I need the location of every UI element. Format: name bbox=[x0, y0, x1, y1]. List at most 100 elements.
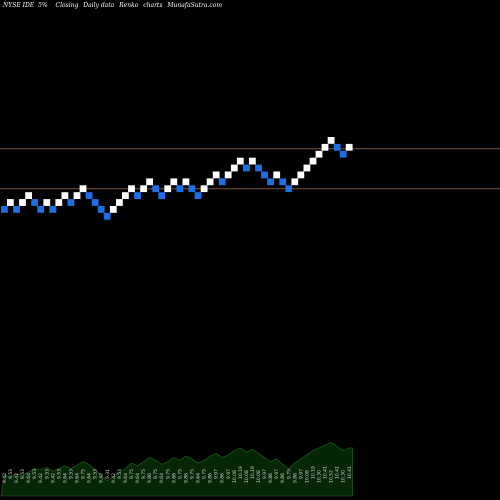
renko-brick-up bbox=[230, 164, 238, 172]
value-label: 9.53 bbox=[93, 469, 99, 479]
value-label: 9.75 bbox=[129, 469, 135, 479]
value-label: 10.19 bbox=[310, 466, 316, 479]
value-label: 9.53 bbox=[117, 469, 123, 479]
renko-brick-down bbox=[285, 185, 293, 193]
value-label: 9.42 bbox=[38, 473, 44, 483]
value-label: 9.53 bbox=[32, 469, 38, 479]
value-label: 9.86 bbox=[292, 473, 298, 483]
value-label: 10.19 bbox=[238, 466, 244, 479]
renko-brick-down bbox=[158, 192, 166, 199]
value-label: 9.53 bbox=[20, 469, 26, 479]
value-label: 10.41 bbox=[323, 466, 329, 479]
value-label: 10.08 bbox=[232, 470, 238, 483]
renko-brick-down bbox=[279, 178, 287, 186]
volume-area-shape bbox=[0, 442, 353, 497]
value-label: 9.75 bbox=[141, 469, 147, 479]
renko-brick-up bbox=[327, 137, 335, 144]
renko-brick-up bbox=[25, 192, 32, 199]
renko-brick-up bbox=[182, 178, 190, 186]
value-label: 9.31 bbox=[105, 469, 111, 479]
renko-brick-down bbox=[103, 212, 111, 220]
value-label: 10.08 bbox=[304, 470, 310, 483]
value-label: 9.86 bbox=[220, 473, 226, 483]
value-label: 9.86 bbox=[280, 473, 286, 483]
renko-brick-down bbox=[49, 206, 57, 213]
renko-brick-up bbox=[128, 185, 135, 193]
renko-brick-up bbox=[146, 178, 153, 186]
header-change: 5% bbox=[38, 2, 48, 9]
renko-brick-up bbox=[200, 185, 208, 193]
renko-brick-down bbox=[333, 143, 341, 151]
value-label: 9.75 bbox=[165, 469, 171, 479]
renko-brick-down bbox=[188, 185, 196, 193]
renko-brick-down bbox=[134, 192, 141, 199]
value-label: 9.86 bbox=[147, 473, 153, 483]
renko-brick-down bbox=[339, 150, 347, 158]
renko-brick-up bbox=[79, 185, 87, 193]
renko-brick-up bbox=[303, 164, 311, 172]
value-label: 10.52 bbox=[329, 470, 335, 483]
value-label: 9.64 bbox=[87, 473, 93, 483]
value-label: 9.75 bbox=[202, 469, 208, 479]
renko-brick-up bbox=[206, 178, 214, 186]
value-label: 9.42 bbox=[14, 473, 20, 483]
renko-brick-down bbox=[31, 199, 39, 206]
value-label: 9.42 bbox=[50, 473, 56, 483]
value-label: 10.08 bbox=[244, 470, 250, 483]
renko-brick-up bbox=[109, 206, 117, 213]
value-labels: 9.42 9.53 9.42 9.53 9.64 9.53 9.42 9.53 9.42 9.53… bbox=[2, 466, 353, 483]
value-label: 9.97 bbox=[214, 469, 220, 479]
renko-brick-down bbox=[255, 164, 262, 172]
value-label: 9.64 bbox=[159, 473, 165, 483]
renko-brick-up bbox=[291, 178, 299, 186]
value-label: 9.86 bbox=[183, 473, 189, 483]
value-label: 9.75 bbox=[189, 469, 195, 479]
renko-brick-down bbox=[91, 199, 99, 206]
renko-brick-up bbox=[309, 157, 317, 165]
renko-brick-up bbox=[212, 171, 220, 179]
renko-brick-up bbox=[170, 178, 178, 186]
renko-brick-down bbox=[243, 164, 250, 172]
value-label: 9.64 bbox=[62, 473, 68, 483]
value-label: 9.75 bbox=[81, 469, 87, 479]
renko-brick-up bbox=[164, 185, 172, 193]
value-label: 10.08 bbox=[256, 470, 262, 483]
level-lines bbox=[0, 148, 500, 190]
chart-header: NYSE IDE 5% Closing Daily data Renko cha… bbox=[2, 2, 222, 9]
header-period: Daily data bbox=[82, 2, 114, 9]
renko-brick-up bbox=[55, 199, 63, 206]
renko-brick-up bbox=[122, 192, 129, 199]
renko-brick-down bbox=[194, 192, 202, 199]
renko-brick-down bbox=[152, 185, 160, 193]
value-label: 9.86 bbox=[171, 473, 177, 483]
value-label: 9.75 bbox=[286, 469, 292, 479]
renko-brick-up bbox=[43, 199, 51, 206]
value-label: 9.86 bbox=[268, 473, 274, 483]
renko-brick-up bbox=[297, 171, 305, 179]
value-label: 9.53 bbox=[8, 469, 14, 479]
renko-brick-down bbox=[218, 178, 226, 186]
value-label: 9.97 bbox=[226, 469, 232, 479]
value-label: 10.19 bbox=[250, 466, 256, 479]
value-label: 9.53 bbox=[44, 469, 50, 479]
value-label: 10.30 bbox=[341, 470, 347, 483]
renko-brick-up bbox=[61, 192, 69, 199]
renko-brick-up bbox=[321, 143, 329, 151]
renko-brick-down bbox=[176, 185, 184, 193]
renko-brick-up bbox=[249, 157, 256, 165]
header-chart-type: Renko bbox=[118, 2, 139, 9]
renko-brick-down bbox=[1, 206, 8, 213]
value-label: 9.42 bbox=[99, 473, 105, 483]
renko-brick-down bbox=[37, 206, 45, 213]
renko-brick-up bbox=[224, 171, 232, 179]
renko-brick-down bbox=[13, 206, 20, 213]
value-label: 9.97 bbox=[262, 469, 268, 479]
renko-brick-up bbox=[273, 171, 281, 179]
volume-area bbox=[0, 442, 353, 497]
value-label: 9.86 bbox=[208, 473, 214, 483]
value-label: 9.75 bbox=[153, 469, 159, 479]
value-label: 9.64 bbox=[123, 473, 129, 483]
renko-brick-up bbox=[7, 199, 14, 206]
